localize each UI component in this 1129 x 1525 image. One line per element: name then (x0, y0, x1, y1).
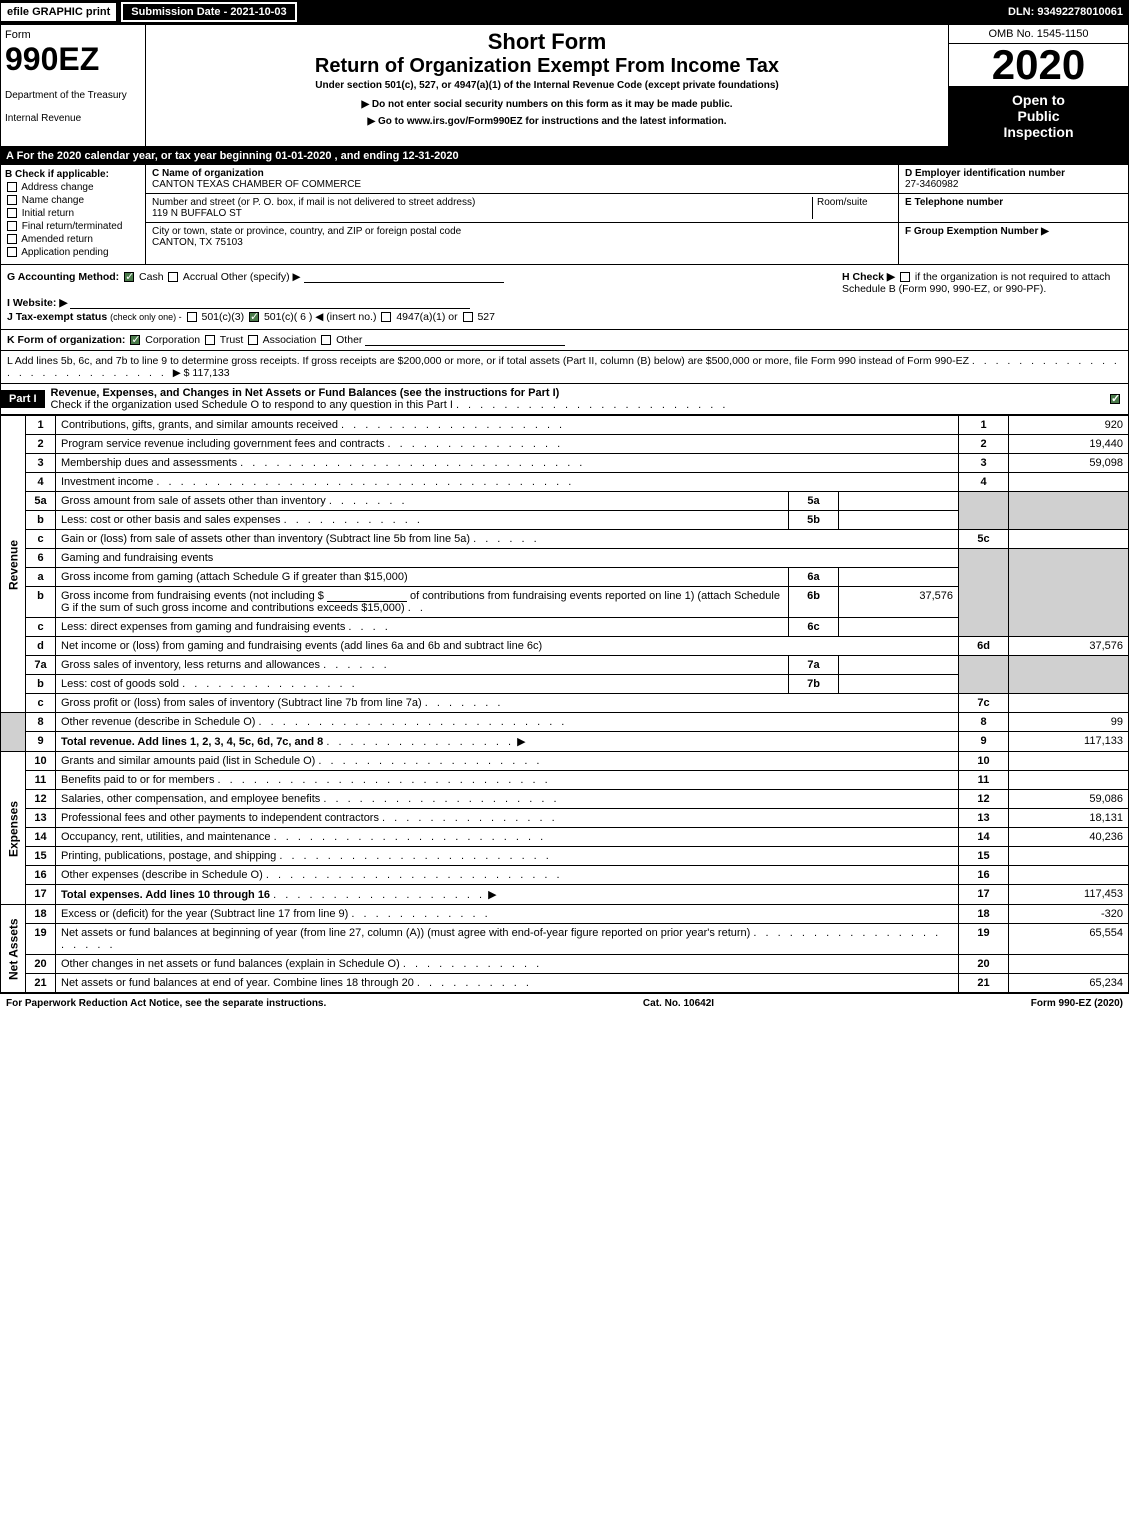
value-line14: 40,236 (1009, 828, 1129, 847)
checkbox-assoc[interactable] (248, 335, 258, 345)
box-e-label: E Telephone number (905, 197, 1003, 208)
value-line5c (1009, 530, 1129, 549)
form-label: Form (5, 29, 141, 41)
value-line6d: 37,576 (1009, 637, 1129, 656)
box-c-label: C Name of organization (152, 168, 264, 179)
box-b-label: B Check if applicable: (5, 169, 109, 180)
line-i-label: I Website: ▶ (7, 297, 67, 309)
checkbox-initial[interactable] (7, 208, 17, 218)
value-line17: 117,453 (1009, 885, 1129, 905)
value-line7c (1009, 694, 1129, 713)
checkbox-schedule-o[interactable] (1110, 394, 1120, 404)
address-value: 119 N BUFFALO ST (152, 208, 242, 219)
submission-date: Submission Date - 2021-10-03 (121, 2, 296, 22)
address-label: Number and street (or P. O. box, if mail… (152, 197, 475, 208)
main-title: Return of Organization Exempt From Incom… (150, 55, 944, 78)
top-bar: efile GRAPHIC print Submission Date - 20… (0, 0, 1129, 24)
checkbox-final[interactable] (7, 221, 17, 231)
value-line16 (1009, 866, 1129, 885)
section-ghij: G Accounting Method: Cash Accrual Other … (0, 265, 1129, 330)
checkbox-501c[interactable] (249, 312, 259, 322)
city-value: CANTON, TX 75103 (152, 237, 243, 248)
part1-label: Part I (1, 390, 45, 408)
checkbox-name[interactable] (7, 195, 17, 205)
checkbox-amended[interactable] (7, 234, 17, 244)
value-line15 (1009, 847, 1129, 866)
efile-label[interactable]: efile GRAPHIC print (0, 2, 117, 22)
value-line12: 59,086 (1009, 790, 1129, 809)
checkbox-501c3[interactable] (187, 312, 197, 322)
value-line9: 117,133 (1009, 732, 1129, 752)
checkbox-trust[interactable] (205, 335, 215, 345)
public-inspection: Open to Public Inspection (949, 86, 1128, 146)
room-label: Room/suite (817, 197, 868, 208)
line-l-text: L Add lines 5b, 6c, and 7b to line 9 to … (7, 355, 969, 367)
dln-label: DLN: 93492278010061 (1008, 6, 1129, 18)
value-line4 (1009, 473, 1129, 492)
value-line11 (1009, 771, 1129, 790)
value-line13: 18,131 (1009, 809, 1129, 828)
part1-table: Revenue 1 Contributions, gifts, grants, … (0, 415, 1129, 993)
footer-catno: Cat. No. 10642I (643, 998, 714, 1009)
netassets-sidelabel: Net Assets (1, 905, 26, 993)
value-line20 (1009, 955, 1129, 974)
header-grid: B Check if applicable: Address change Na… (0, 165, 1129, 265)
line-g-label: G Accounting Method: (7, 271, 119, 283)
part1-title: Revenue, Expenses, and Changes in Net As… (51, 387, 560, 399)
value-line6b: 37,576 (839, 587, 959, 618)
city-label: City or town, state or province, country… (152, 226, 461, 237)
section-l: L Add lines 5b, 6c, and 7b to line 9 to … (0, 351, 1129, 384)
revenue-sidelabel: Revenue (1, 416, 26, 713)
org-name: CANTON TEXAS CHAMBER OF COMMERCE (152, 179, 361, 190)
footer-formno: Form 990-EZ (2020) (1031, 998, 1123, 1009)
dept-irs: Internal Revenue (5, 113, 141, 124)
value-line3: 59,098 (1009, 454, 1129, 473)
form-number: 990EZ (5, 41, 141, 78)
value-line19: 65,554 (1009, 924, 1129, 955)
checkbox-address[interactable] (7, 182, 17, 192)
page-footer: For Paperwork Reduction Act Notice, see … (0, 993, 1129, 1013)
checkbox-schedule-b[interactable] (900, 272, 910, 282)
dept-treasury: Department of the Treasury (5, 90, 141, 101)
short-form-title: Short Form (150, 29, 944, 55)
value-line8: 99 (1009, 713, 1129, 732)
expenses-sidelabel: Expenses (1, 752, 26, 905)
part1-checknote: Check if the organization used Schedule … (51, 399, 453, 411)
ssn-warning: ▶ Do not enter social security numbers o… (150, 99, 944, 110)
value-line10 (1009, 752, 1129, 771)
line-h-label: H Check ▶ (842, 271, 895, 283)
subtitle: Under section 501(c), 527, or 4947(a)(1)… (150, 80, 944, 91)
box-f-label: F Group Exemption Number ▶ (905, 226, 1049, 237)
footer-left: For Paperwork Reduction Act Notice, see … (6, 998, 326, 1009)
instructions-link[interactable]: ▶ Go to www.irs.gov/Form990EZ for instru… (150, 116, 944, 127)
period-bar: A For the 2020 calendar year, or tax yea… (0, 147, 1129, 165)
checkbox-other-org[interactable] (321, 335, 331, 345)
checkbox-pending[interactable] (7, 247, 17, 257)
checkbox-527[interactable] (463, 312, 473, 322)
line-k-label: K Form of organization: (7, 334, 125, 346)
tax-year: 2020 (949, 44, 1128, 86)
checkbox-cash[interactable] (124, 272, 134, 282)
section-k: K Form of organization: Corporation Trus… (0, 330, 1129, 351)
box-d-label: D Employer identification number (905, 168, 1065, 179)
value-line18: -320 (1009, 905, 1129, 924)
line-l-amount: ▶ $ 117,133 (173, 367, 230, 379)
value-line21: 65,234 (1009, 974, 1129, 993)
checkbox-4947[interactable] (381, 312, 391, 322)
value-line1: 920 (1009, 416, 1129, 435)
part1-header: Part I Revenue, Expenses, and Changes in… (0, 384, 1129, 415)
line-j-label: J Tax-exempt status (7, 311, 107, 323)
ein-value: 27-3460982 (905, 179, 958, 190)
checkbox-accrual[interactable] (168, 272, 178, 282)
checkbox-corp[interactable] (130, 335, 140, 345)
form-header: Form 990EZ Department of the Treasury In… (0, 24, 1129, 147)
value-line2: 19,440 (1009, 435, 1129, 454)
